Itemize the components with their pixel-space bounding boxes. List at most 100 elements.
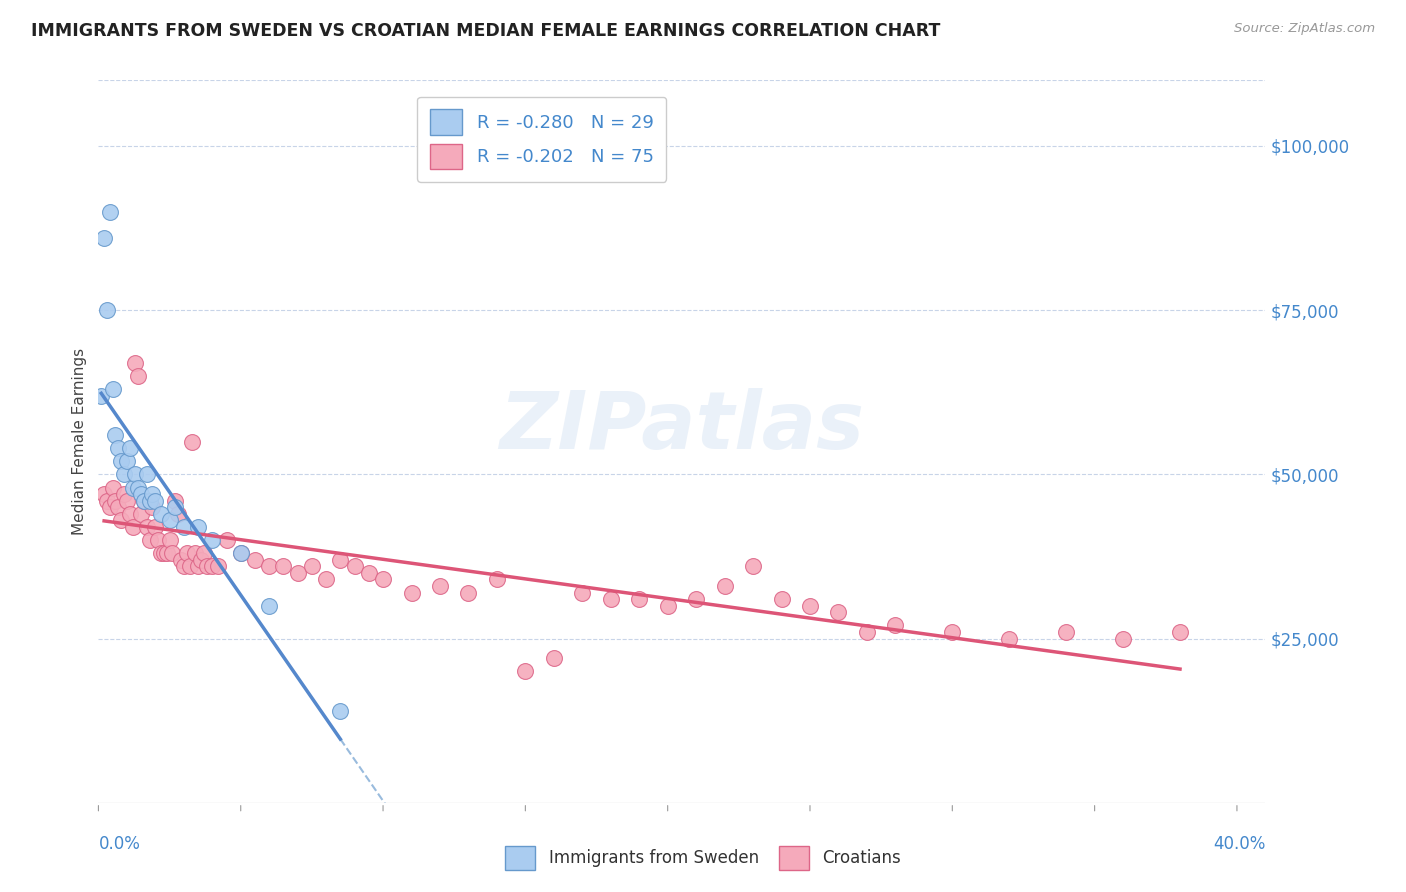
- Point: [127, 481, 149, 495]
- Point: [179, 559, 201, 574]
- Point: [93, 231, 115, 245]
- Point: [1168, 625, 1191, 640]
- Point: [229, 546, 252, 560]
- Point: [201, 559, 224, 574]
- Point: [112, 487, 135, 501]
- Point: [148, 533, 170, 547]
- Point: [657, 599, 679, 613]
- Point: [742, 559, 765, 574]
- Point: [401, 585, 423, 599]
- Point: [329, 553, 352, 567]
- Point: [121, 481, 143, 495]
- Point: [124, 356, 146, 370]
- Point: [143, 493, 166, 508]
- Point: [884, 618, 907, 632]
- Point: [713, 579, 735, 593]
- Point: [1054, 625, 1077, 640]
- Point: [941, 625, 963, 640]
- Point: [173, 520, 195, 534]
- Legend: R = -0.280   N = 29, R = -0.202   N = 75: R = -0.280 N = 29, R = -0.202 N = 75: [418, 96, 666, 182]
- Point: [599, 592, 621, 607]
- Point: [115, 493, 138, 508]
- Point: [229, 546, 252, 560]
- Point: [301, 559, 323, 574]
- Point: [827, 605, 849, 619]
- Point: [165, 500, 187, 515]
- Point: [150, 507, 173, 521]
- Point: [135, 467, 157, 482]
- Point: [257, 559, 280, 574]
- Point: [176, 546, 198, 560]
- Point: [132, 493, 155, 508]
- Point: [187, 520, 209, 534]
- Point: [141, 487, 163, 501]
- Point: [315, 573, 337, 587]
- Point: [159, 533, 181, 547]
- Point: [129, 507, 152, 521]
- Point: [515, 665, 537, 679]
- Point: [799, 599, 821, 613]
- Point: [162, 546, 184, 560]
- Point: [184, 546, 207, 560]
- Point: [135, 520, 157, 534]
- Point: [195, 559, 218, 574]
- Point: [371, 573, 394, 587]
- Point: [243, 553, 266, 567]
- Legend: Immigrants from Sweden, Croatians: Immigrants from Sweden, Croatians: [499, 839, 907, 877]
- Text: Source: ZipAtlas.com: Source: ZipAtlas.com: [1234, 22, 1375, 36]
- Point: [190, 553, 212, 567]
- Point: [357, 566, 380, 580]
- Point: [96, 303, 118, 318]
- Point: [112, 467, 135, 482]
- Point: [104, 428, 127, 442]
- Point: [121, 520, 143, 534]
- Point: [856, 625, 879, 640]
- Point: [207, 559, 229, 574]
- Point: [628, 592, 651, 607]
- Point: [1112, 632, 1135, 646]
- Point: [110, 513, 132, 527]
- Point: [132, 493, 155, 508]
- Point: [150, 546, 173, 560]
- Point: [138, 493, 160, 508]
- Point: [685, 592, 707, 607]
- Point: [429, 579, 451, 593]
- Point: [127, 368, 149, 383]
- Point: [181, 434, 204, 449]
- Point: [173, 559, 195, 574]
- Point: [104, 493, 127, 508]
- Point: [165, 493, 187, 508]
- Point: [118, 507, 141, 521]
- Point: [170, 553, 193, 567]
- Point: [138, 533, 160, 547]
- Point: [571, 585, 593, 599]
- Point: [457, 585, 479, 599]
- Point: [118, 441, 141, 455]
- Text: 0.0%: 0.0%: [98, 835, 141, 854]
- Y-axis label: Median Female Earnings: Median Female Earnings: [72, 348, 87, 535]
- Point: [143, 520, 166, 534]
- Text: ZIPatlas: ZIPatlas: [499, 388, 865, 467]
- Point: [187, 559, 209, 574]
- Point: [107, 441, 129, 455]
- Point: [215, 533, 238, 547]
- Point: [273, 559, 295, 574]
- Point: [93, 487, 115, 501]
- Point: [167, 507, 190, 521]
- Point: [770, 592, 793, 607]
- Point: [107, 500, 129, 515]
- Point: [98, 500, 121, 515]
- Point: [129, 487, 152, 501]
- Point: [485, 573, 508, 587]
- Point: [153, 546, 176, 560]
- Text: 40.0%: 40.0%: [1213, 835, 1265, 854]
- Point: [156, 546, 179, 560]
- Point: [329, 704, 352, 718]
- Point: [543, 651, 565, 665]
- Point: [257, 599, 280, 613]
- Point: [101, 382, 124, 396]
- Point: [193, 546, 215, 560]
- Point: [90, 388, 112, 402]
- Point: [115, 454, 138, 468]
- Text: IMMIGRANTS FROM SWEDEN VS CROATIAN MEDIAN FEMALE EARNINGS CORRELATION CHART: IMMIGRANTS FROM SWEDEN VS CROATIAN MEDIA…: [31, 22, 941, 40]
